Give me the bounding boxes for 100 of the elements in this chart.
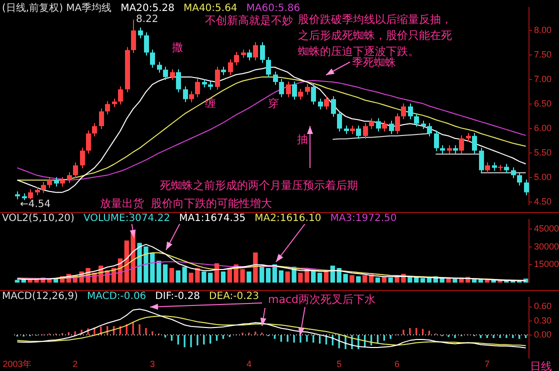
candlestick [144, 32, 149, 56]
candlestick [376, 118, 381, 132]
y-tick-label: 0.60 [534, 301, 552, 312]
bar [253, 252, 258, 283]
annotation: 不创新高就是不妙 [205, 13, 293, 30]
candlestick [331, 96, 336, 118]
chart-title: VOL2(5,10,20) [2, 213, 74, 224]
annotation: 穿 [268, 96, 279, 112]
candlestick [195, 78, 200, 98]
candlestick [157, 61, 162, 74]
bar [176, 270, 180, 283]
candlestick [273, 71, 278, 86]
y-tick-label: 45000 [534, 223, 559, 234]
x-tick-label: 7 [484, 359, 490, 370]
candlestick [472, 132, 477, 154]
bar [350, 275, 354, 283]
candlestick [356, 125, 361, 140]
bar [246, 272, 252, 283]
annotation: 8.22 [136, 13, 158, 27]
y-tick-label: 5.00 [534, 172, 552, 182]
candlestick [292, 80, 297, 100]
annotation: 缠 [205, 96, 216, 112]
bar [375, 278, 380, 283]
x-tick-label: 3 [150, 359, 155, 370]
y-tick-label: 6.50 [534, 98, 552, 109]
candlestick [260, 42, 265, 64]
annotation: 股价跌破季均线以后缩量反抽，之后形成死蜘蛛，股价只能在死蜘蛛的压迫下逐波下跌。 [298, 13, 452, 58]
bar [202, 272, 206, 283]
x-tick-label: 2003年 [2, 359, 32, 370]
y-tick-label: 7.50 [534, 49, 552, 60]
bar [324, 272, 329, 283]
bar [317, 272, 322, 283]
annotation: 死蜘蛛之前形成的两个月量压预示着后期 [160, 178, 358, 194]
x-tick-label: 4 [246, 359, 252, 370]
text: MACD:-0.06 [86, 291, 146, 302]
candlestick [395, 112, 400, 134]
bar [498, 280, 502, 283]
text: MA20:5.28 [120, 3, 174, 14]
candlestick [150, 49, 155, 68]
candlestick [459, 134, 464, 154]
candlestick [311, 83, 316, 106]
candlestick [41, 182, 46, 194]
candlestick [279, 78, 284, 98]
bar [356, 276, 361, 283]
y-tick-label: 6.00 [534, 123, 552, 134]
candlestick [504, 163, 509, 174]
bar [266, 268, 271, 283]
text: MA40:5.64 [183, 3, 238, 14]
candlestick [99, 108, 104, 130]
candlestick [324, 96, 329, 110]
bar [452, 278, 458, 283]
candlestick [318, 98, 323, 110]
candlestick [517, 172, 522, 186]
candlestick [414, 112, 419, 128]
candlestick [337, 110, 342, 132]
annotation: 季死蜘蛛 [352, 56, 396, 71]
text: MA3:1972.50 [330, 213, 397, 224]
bar [362, 275, 368, 283]
candlestick [286, 80, 291, 98]
y-tick-label: 7.00 [534, 74, 552, 84]
candlestick [511, 166, 516, 179]
candlestick [485, 162, 490, 174]
candlestick [138, 27, 143, 39]
candlestick [382, 120, 387, 132]
x-tick-label: 6 [394, 359, 400, 370]
annotation: ←4.54 [20, 198, 51, 212]
bar [420, 278, 426, 283]
candlestick [363, 122, 368, 140]
chart-title: (日线,前复权) MA季均线 [2, 3, 112, 14]
bar [446, 278, 451, 283]
bar [156, 260, 162, 283]
bar [162, 264, 168, 283]
candlestick [298, 88, 303, 100]
bar [169, 268, 174, 283]
bar [220, 272, 226, 283]
candlestick [92, 122, 97, 137]
candlestick [253, 42, 258, 61]
chart-title: MACD(12,26,9) [2, 291, 78, 302]
x-tick-label: 2 [72, 359, 78, 370]
text: MA2:1616.10 [254, 213, 322, 224]
candlestick [131, 19, 136, 54]
y-tick-label: 0.00 [534, 329, 552, 340]
bar [330, 266, 335, 283]
y-tick-label: 0.30 [534, 315, 552, 326]
y-tick-label: 4.50 [534, 196, 552, 207]
y-tick-label: 5.50 [534, 148, 552, 158]
bar [278, 270, 284, 283]
bar [182, 266, 187, 283]
bar [388, 278, 393, 283]
bar [285, 272, 290, 283]
y-tick-label: 15000 [534, 259, 559, 270]
bar [208, 272, 213, 283]
candlestick [176, 68, 181, 93]
annotation: 抽 [297, 132, 308, 148]
series-label: VOLUME:3074.22 [83, 213, 170, 224]
candlestick [189, 90, 194, 103]
candlestick [305, 83, 310, 96]
candlestick [215, 66, 220, 90]
candlestick [369, 118, 374, 130]
y-tick-label: 8.00 [534, 24, 552, 35]
